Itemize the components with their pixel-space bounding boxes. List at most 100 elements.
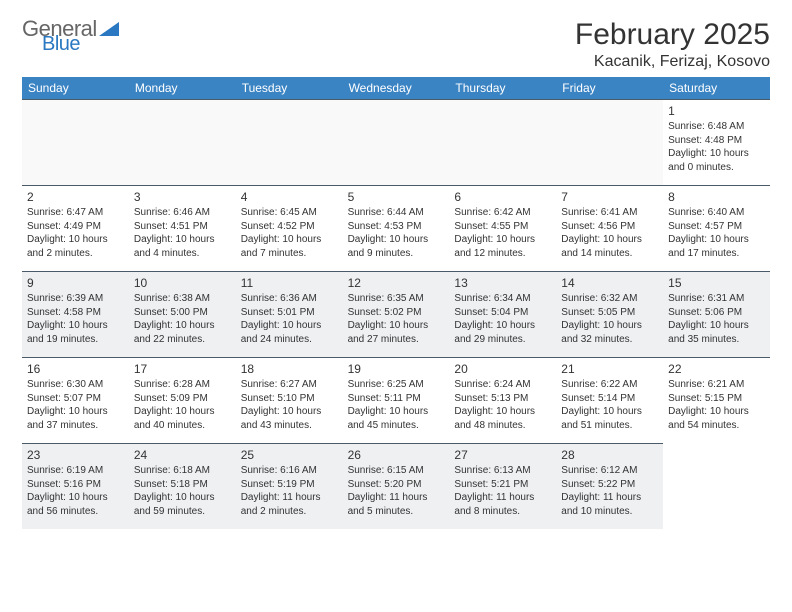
day-cell: 1Sunrise: 6:48 AMSunset: 4:48 PMDaylight… bbox=[663, 99, 770, 185]
day-d1: Daylight: 10 hours bbox=[668, 319, 765, 333]
day-d2: and 2 minutes. bbox=[241, 505, 338, 519]
day-sunset: Sunset: 5:06 PM bbox=[668, 306, 765, 320]
day-sunset: Sunset: 5:14 PM bbox=[561, 392, 658, 406]
day-sunset: Sunset: 4:58 PM bbox=[27, 306, 124, 320]
day-cell: 11Sunrise: 6:36 AMSunset: 5:01 PMDayligh… bbox=[236, 271, 343, 357]
day-sunset: Sunset: 5:22 PM bbox=[561, 478, 658, 492]
day-number: 10 bbox=[134, 275, 231, 291]
day-number: 22 bbox=[668, 361, 765, 377]
day-d1: Daylight: 10 hours bbox=[668, 405, 765, 419]
day-sunrise: Sunrise: 6:41 AM bbox=[561, 206, 658, 220]
day-sunset: Sunset: 5:05 PM bbox=[561, 306, 658, 320]
day-number: 23 bbox=[27, 447, 124, 463]
day-sunrise: Sunrise: 6:16 AM bbox=[241, 464, 338, 478]
day-sunrise: Sunrise: 6:34 AM bbox=[454, 292, 551, 306]
day-number: 27 bbox=[454, 447, 551, 463]
day-cell: 2Sunrise: 6:47 AMSunset: 4:49 PMDaylight… bbox=[22, 185, 129, 271]
day-cell: 24Sunrise: 6:18 AMSunset: 5:18 PMDayligh… bbox=[129, 443, 236, 529]
day-cell: 28Sunrise: 6:12 AMSunset: 5:22 PMDayligh… bbox=[556, 443, 663, 529]
empty-cell bbox=[343, 99, 450, 185]
day-number: 14 bbox=[561, 275, 658, 291]
day-sunset: Sunset: 5:04 PM bbox=[454, 306, 551, 320]
header: General Blue February 2025 Kacanik, Feri… bbox=[22, 18, 770, 71]
day-cell: 14Sunrise: 6:32 AMSunset: 5:05 PMDayligh… bbox=[556, 271, 663, 357]
brand-triangle-icon bbox=[99, 18, 119, 40]
day-sunset: Sunset: 4:49 PM bbox=[27, 220, 124, 234]
day-cell: 3Sunrise: 6:46 AMSunset: 4:51 PMDaylight… bbox=[129, 185, 236, 271]
day-d2: and 35 minutes. bbox=[668, 333, 765, 347]
day-d2: and 10 minutes. bbox=[561, 505, 658, 519]
empty-cell bbox=[449, 99, 556, 185]
day-sunrise: Sunrise: 6:31 AM bbox=[668, 292, 765, 306]
day-d2: and 48 minutes. bbox=[454, 419, 551, 433]
day-d1: Daylight: 10 hours bbox=[561, 405, 658, 419]
empty-cell bbox=[556, 99, 663, 185]
day-d1: Daylight: 10 hours bbox=[134, 233, 231, 247]
day-sunset: Sunset: 5:02 PM bbox=[348, 306, 445, 320]
day-cell: 25Sunrise: 6:16 AMSunset: 5:19 PMDayligh… bbox=[236, 443, 343, 529]
day-d1: Daylight: 10 hours bbox=[561, 233, 658, 247]
day-cell: 16Sunrise: 6:30 AMSunset: 5:07 PMDayligh… bbox=[22, 357, 129, 443]
day-d1: Daylight: 10 hours bbox=[241, 319, 338, 333]
day-number: 8 bbox=[668, 189, 765, 205]
day-number: 3 bbox=[134, 189, 231, 205]
day-cell: 20Sunrise: 6:24 AMSunset: 5:13 PMDayligh… bbox=[449, 357, 556, 443]
day-number: 1 bbox=[668, 103, 765, 119]
day-sunrise: Sunrise: 6:38 AM bbox=[134, 292, 231, 306]
day-sunrise: Sunrise: 6:13 AM bbox=[454, 464, 551, 478]
day-d2: and 27 minutes. bbox=[348, 333, 445, 347]
day-sunset: Sunset: 4:48 PM bbox=[668, 134, 765, 148]
day-d2: and 0 minutes. bbox=[668, 161, 765, 175]
day-sunrise: Sunrise: 6:15 AM bbox=[348, 464, 445, 478]
day-d1: Daylight: 10 hours bbox=[134, 405, 231, 419]
day-sunrise: Sunrise: 6:35 AM bbox=[348, 292, 445, 306]
day-d1: Daylight: 10 hours bbox=[27, 405, 124, 419]
day-sunset: Sunset: 5:18 PM bbox=[134, 478, 231, 492]
day-d2: and 19 minutes. bbox=[27, 333, 124, 347]
day-sunrise: Sunrise: 6:32 AM bbox=[561, 292, 658, 306]
day-sunrise: Sunrise: 6:18 AM bbox=[134, 464, 231, 478]
day-d1: Daylight: 10 hours bbox=[454, 233, 551, 247]
day-d2: and 56 minutes. bbox=[27, 505, 124, 519]
day-d2: and 45 minutes. bbox=[348, 419, 445, 433]
day-sunset: Sunset: 5:01 PM bbox=[241, 306, 338, 320]
day-sunrise: Sunrise: 6:25 AM bbox=[348, 378, 445, 392]
day-cell: 21Sunrise: 6:22 AMSunset: 5:14 PMDayligh… bbox=[556, 357, 663, 443]
day-sunrise: Sunrise: 6:12 AM bbox=[561, 464, 658, 478]
day-number: 5 bbox=[348, 189, 445, 205]
day-sunset: Sunset: 4:53 PM bbox=[348, 220, 445, 234]
day-d1: Daylight: 10 hours bbox=[27, 491, 124, 505]
day-sunrise: Sunrise: 6:45 AM bbox=[241, 206, 338, 220]
day-d2: and 54 minutes. bbox=[668, 419, 765, 433]
day-d2: and 22 minutes. bbox=[134, 333, 231, 347]
day-sunrise: Sunrise: 6:36 AM bbox=[241, 292, 338, 306]
day-number: 18 bbox=[241, 361, 338, 377]
day-sunrise: Sunrise: 6:27 AM bbox=[241, 378, 338, 392]
day-cell: 4Sunrise: 6:45 AMSunset: 4:52 PMDaylight… bbox=[236, 185, 343, 271]
day-d2: and 32 minutes. bbox=[561, 333, 658, 347]
day-d2: and 43 minutes. bbox=[241, 419, 338, 433]
day-number: 15 bbox=[668, 275, 765, 291]
day-d1: Daylight: 10 hours bbox=[668, 233, 765, 247]
empty-cell bbox=[22, 99, 129, 185]
day-d2: and 37 minutes. bbox=[27, 419, 124, 433]
day-sunrise: Sunrise: 6:47 AM bbox=[27, 206, 124, 220]
day-number: 20 bbox=[454, 361, 551, 377]
day-sunrise: Sunrise: 6:42 AM bbox=[454, 206, 551, 220]
day-number: 4 bbox=[241, 189, 338, 205]
day-d2: and 5 minutes. bbox=[348, 505, 445, 519]
day-cell: 17Sunrise: 6:28 AMSunset: 5:09 PMDayligh… bbox=[129, 357, 236, 443]
day-sunset: Sunset: 4:51 PM bbox=[134, 220, 231, 234]
day-d2: and 7 minutes. bbox=[241, 247, 338, 261]
day-sunrise: Sunrise: 6:39 AM bbox=[27, 292, 124, 306]
day-number: 2 bbox=[27, 189, 124, 205]
day-cell: 23Sunrise: 6:19 AMSunset: 5:16 PMDayligh… bbox=[22, 443, 129, 529]
day-d1: Daylight: 10 hours bbox=[241, 405, 338, 419]
day-d1: Daylight: 10 hours bbox=[27, 233, 124, 247]
day-sunset: Sunset: 5:21 PM bbox=[454, 478, 551, 492]
day-d2: and 8 minutes. bbox=[454, 505, 551, 519]
weekday-label: Tuesday bbox=[236, 77, 343, 99]
brand-logo: General Blue bbox=[22, 18, 120, 54]
day-cell: 9Sunrise: 6:39 AMSunset: 4:58 PMDaylight… bbox=[22, 271, 129, 357]
day-sunrise: Sunrise: 6:28 AM bbox=[134, 378, 231, 392]
